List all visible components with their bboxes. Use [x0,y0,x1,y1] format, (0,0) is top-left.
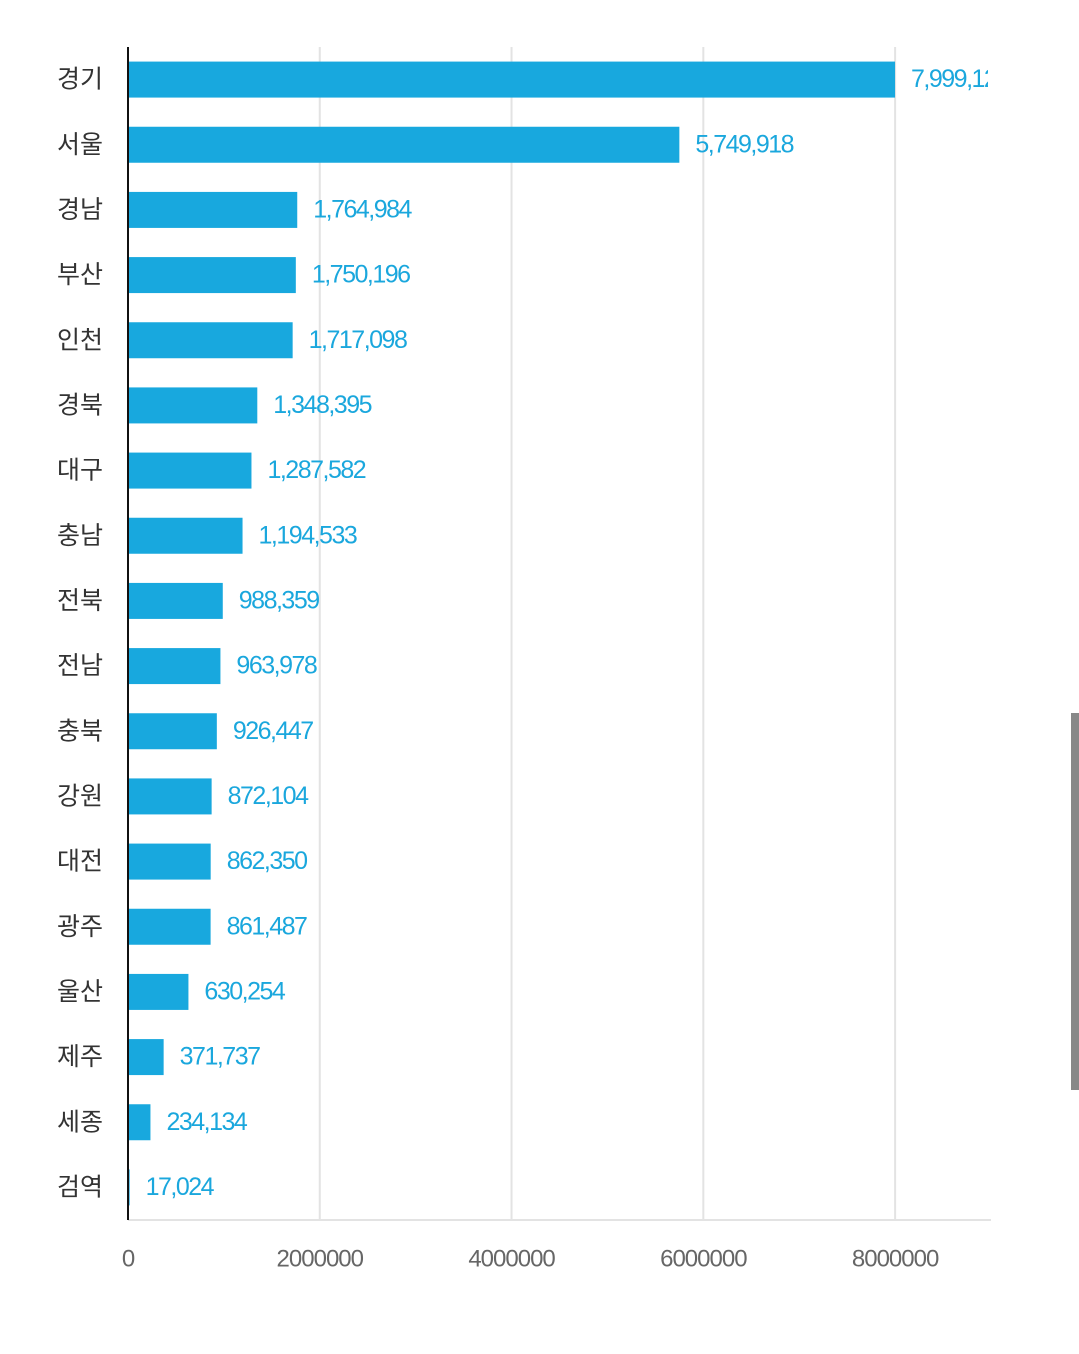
bar [128,322,293,359]
y-tick-label: 대구 [57,456,103,485]
y-tick-label: 서울 [57,130,103,159]
value-label: 1,750,196 [312,261,410,289]
value-label: 630,254 [204,978,285,1006]
value-label: 371,737 [180,1043,260,1071]
value-label: 234,134 [166,1108,247,1136]
bar [128,517,243,554]
y-tick-label: 경북 [57,390,103,419]
value-label: 963,978 [236,652,316,680]
bar [128,973,189,1010]
x-tick-label: 0 [122,1245,135,1272]
y-tick-label: 세종 [57,1107,103,1136]
y-tick-label: 충남 [57,521,103,550]
bar [128,191,298,228]
value-label: 872,104 [228,782,309,810]
bar [128,452,252,489]
bar [128,582,223,619]
value-label: 1,348,395 [273,391,371,419]
bars: 7,999,12 5,749,918 1,764,984 1,750,196 1,717… [128,61,997,1206]
value-label: 1,287,582 [267,456,365,484]
bar [128,1104,151,1141]
bar [128,648,221,685]
value-label: 1,194,533 [259,521,357,549]
y-tick-label: 경남 [57,195,103,224]
x-tick-label: 8000000 [852,1245,939,1272]
y-tick-label: 경기 [57,65,103,94]
value-label: 1,717,098 [309,326,407,354]
grid [128,47,991,1221]
scrollbar [1071,713,1079,1090]
bar [128,1039,164,1076]
y-tick-label: 충북 [57,716,103,745]
y-tick-label: 광주 [57,912,103,941]
value-label: 1,764,984 [313,196,412,224]
bar [128,843,211,880]
value-label: 862,350 [227,847,307,875]
x-tick-label: 2000000 [277,1245,364,1272]
bar [128,387,258,424]
bar [128,257,296,294]
value-label: 926,447 [233,717,313,745]
y-tick-label: 울산 [57,977,103,1006]
bar [128,778,212,815]
y-tick-label: 부산 [57,260,103,289]
y-tick-label: 대전 [57,847,103,876]
value-label: 17,024 [146,1173,215,1201]
bar [128,61,896,98]
x-tick-label: 4000000 [468,1245,555,1272]
value-label: 5,749,918 [695,130,793,158]
bar [128,126,680,163]
y-tick-label: 검역 [57,1172,103,1201]
y-tick-label: 강원 [57,781,103,810]
y-tick-label: 전북 [57,586,103,615]
x-tick-label: 6000000 [660,1245,747,1272]
value-label: 988,359 [239,587,319,615]
value-label: 861,487 [227,912,307,940]
bar [128,713,217,750]
bar [128,908,211,945]
value-label: 7,999,12 [911,65,997,93]
y-tick-label: 제주 [57,1042,103,1071]
y-tick-label: 전남 [57,651,103,680]
y-tick-label: 인천 [57,325,103,354]
